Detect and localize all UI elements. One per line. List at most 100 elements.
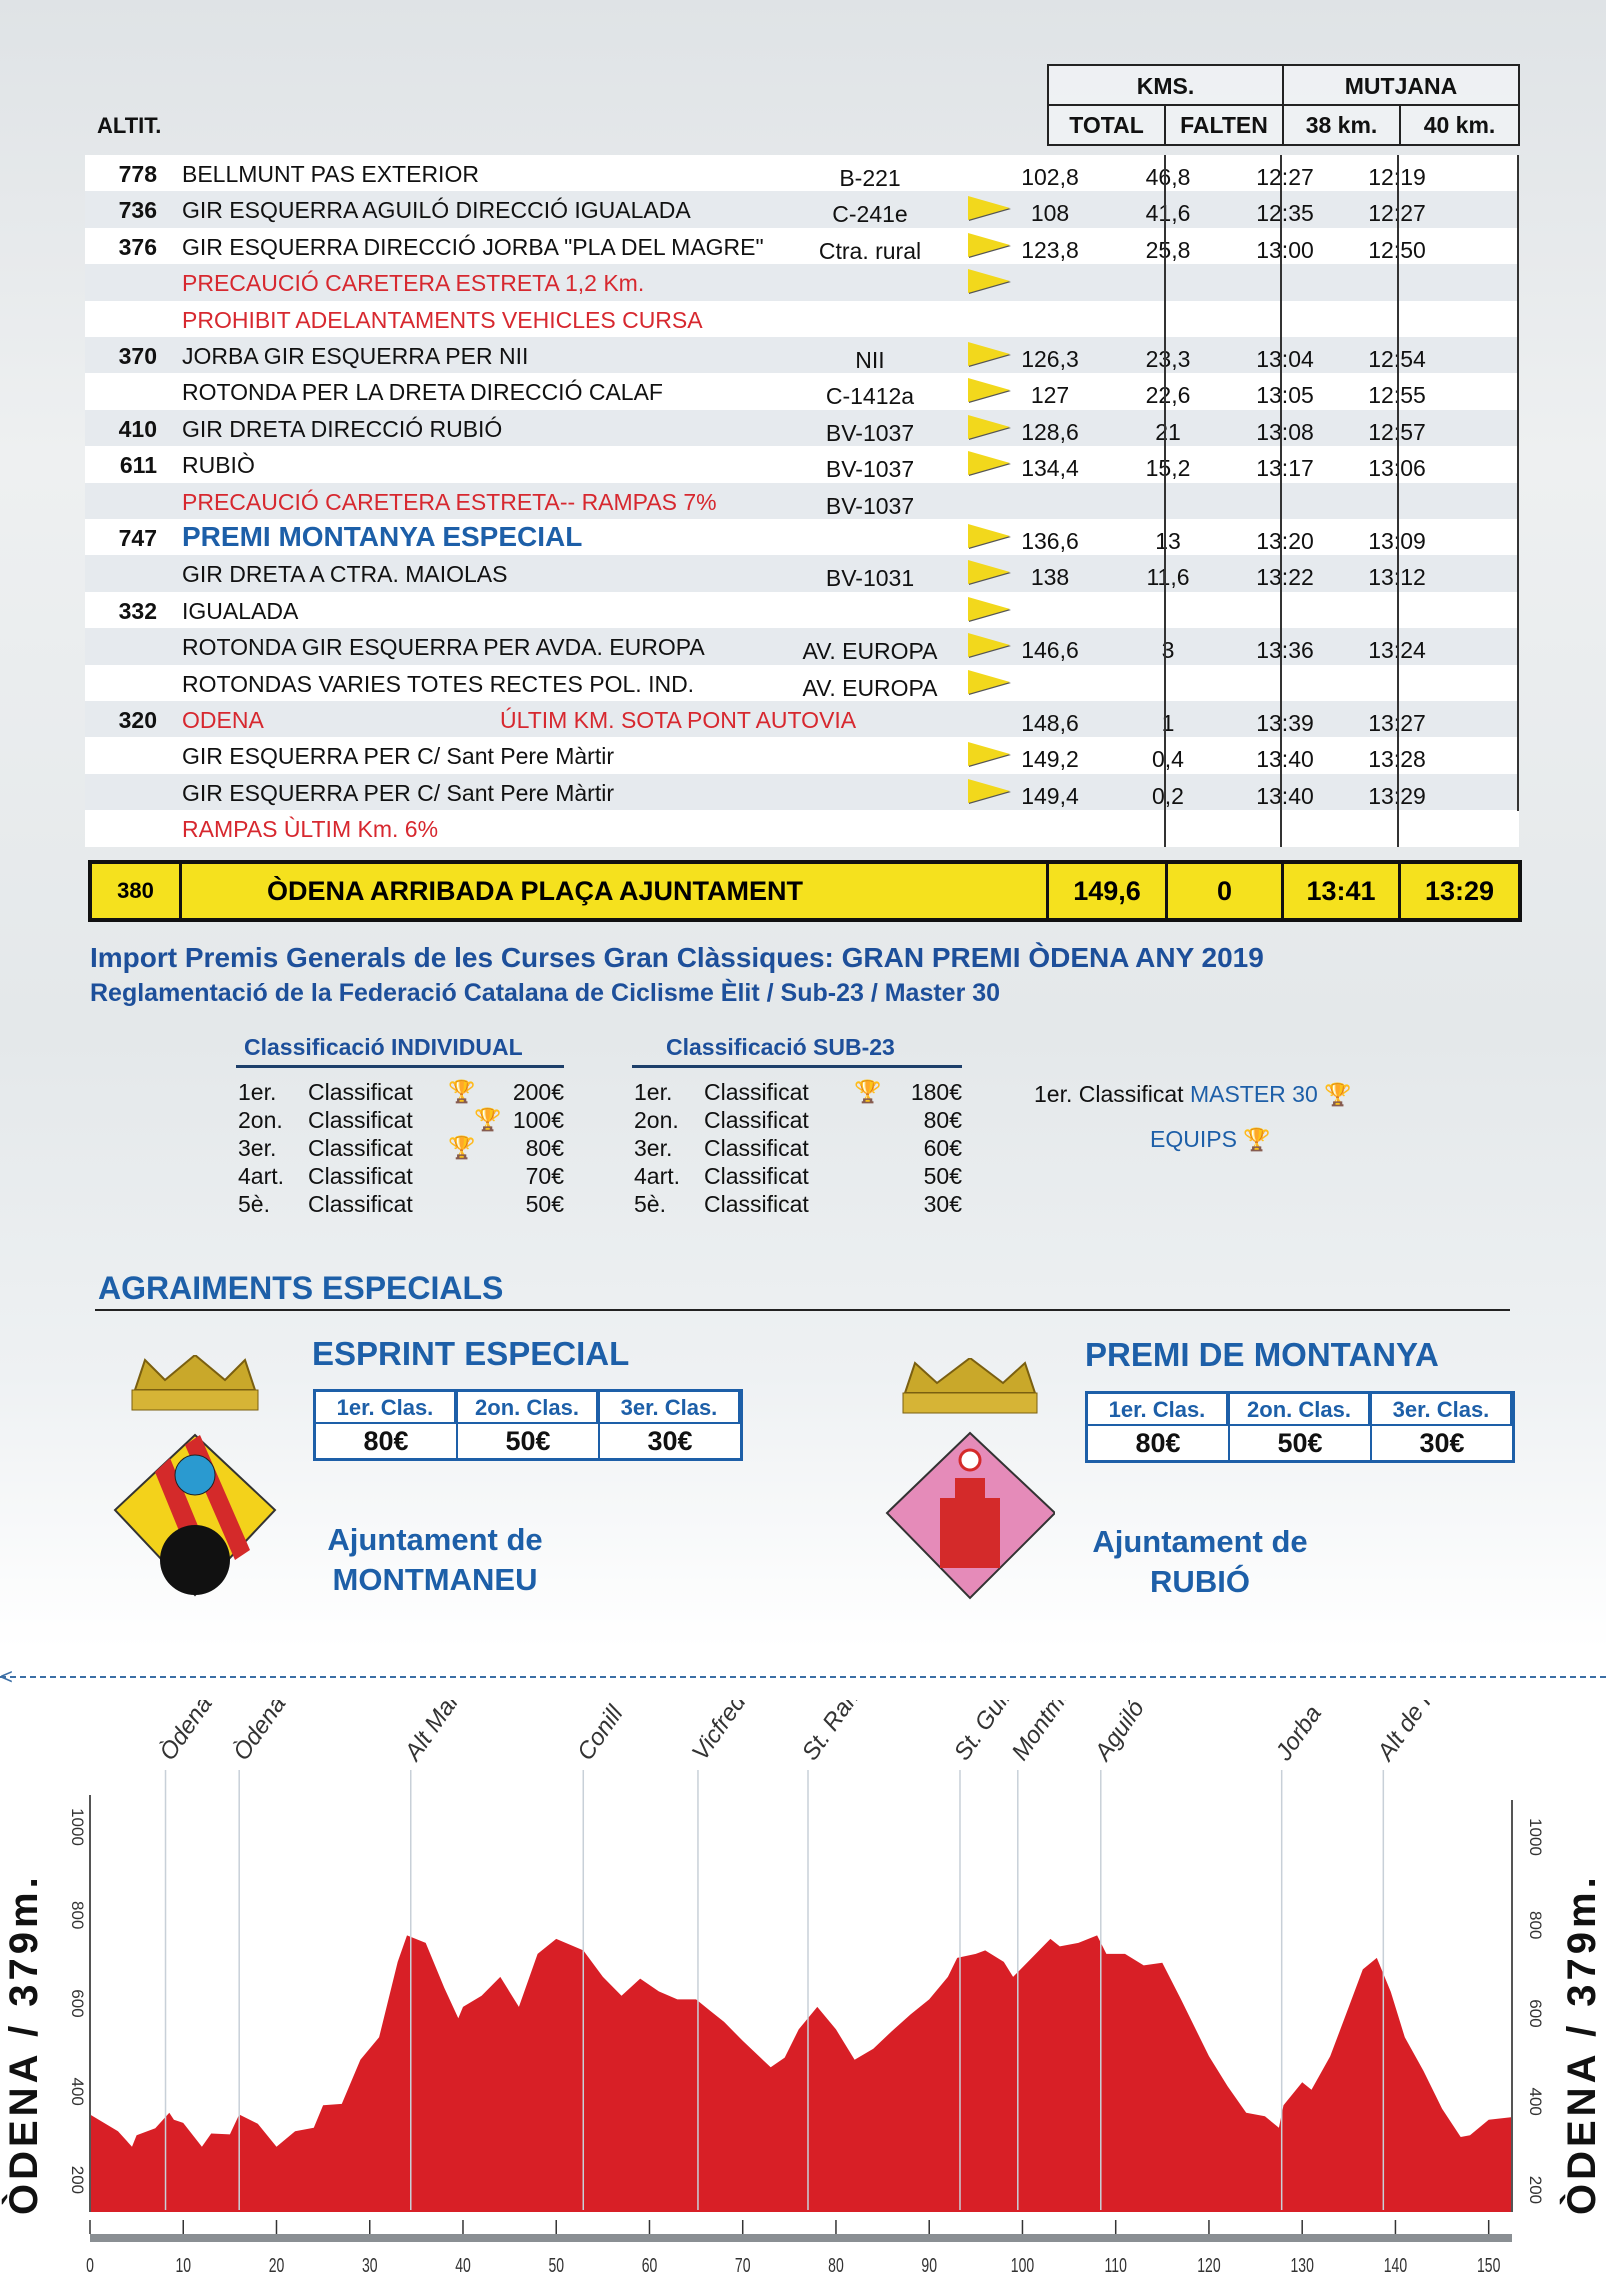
y-tick-label-left: 800 — [68, 1901, 87, 1929]
prize-item: 1er. Classificat 🏆 200€ — [236, 1078, 564, 1106]
sponsor-line1: Ajuntament de — [1092, 1524, 1308, 1559]
total-header: TOTAL — [1049, 106, 1166, 144]
instruction: RUBIÒ — [182, 452, 255, 479]
elevation-area — [90, 1935, 1512, 2212]
crown-icon — [133, 1355, 257, 1391]
y-tick-label-right: 600 — [1526, 1999, 1545, 2027]
prize-item: 3er. Classificat 60€ — [632, 1134, 962, 1162]
falten-value: 0,4 — [1152, 746, 1184, 773]
teams-prize: EQUIPS 🏆 — [1150, 1125, 1271, 1154]
y-tick-label-left: 600 — [68, 1989, 87, 2017]
altitude: 332 — [118, 597, 157, 624]
kms-header: KMS. — [1049, 66, 1284, 106]
prize-value-3: 30€ — [647, 1426, 693, 1456]
trophy-icon: 🏆 — [448, 1079, 476, 1104]
x-tick-label: 80 — [828, 2253, 844, 2276]
instruction: ROTONDA PER LA DRETA DIRECCIÓ CALAF — [182, 379, 663, 406]
prize-col-1: 1er. Clas. — [316, 1392, 456, 1424]
finish-row: 380 ÒDENA ARRIBADA PLAÇA AJUNTAMENT 149,… — [88, 860, 1522, 922]
total-value: 136,6 — [1021, 528, 1079, 554]
speed40-header: 40 km. — [1423, 112, 1496, 138]
column-divider — [1517, 155, 1519, 811]
individual-heading: Classificació INDIVIDUAL — [236, 1034, 564, 1068]
altitude: 370 — [118, 343, 157, 369]
amount: 80€ — [525, 1135, 564, 1161]
road: NII — [855, 347, 885, 373]
t38-value: 13:22 — [1256, 564, 1314, 591]
sub23-list: 1er. Classificat 🏆 180€ 2on. Classificat 80€ 3e… — [632, 1078, 962, 1218]
column-divider — [1164, 155, 1166, 847]
finish-text: ÒDENA ARRIBADA PLAÇA AJUNTAMENT — [182, 864, 1049, 918]
total-value: 134,4 — [1021, 455, 1079, 482]
prize-col-2: 2on. Clas. — [1230, 1394, 1370, 1426]
trophy-icon: 🏆 — [1324, 1082, 1352, 1107]
trophy-icon: 🏆 — [854, 1079, 882, 1104]
altitude: 611 — [119, 452, 157, 479]
x-tick-label: 0 — [86, 2253, 94, 2276]
finish-total: 149,6 — [1049, 864, 1168, 918]
falten-value: 0,2 — [1152, 782, 1184, 809]
instruction: GIR DRETA A CTRA. MAIOLAS — [182, 561, 508, 588]
altitude: 376 — [118, 233, 157, 260]
column-header-box: KMS. MUTJANA TOTAL FALTEN 38 km. 40 km. — [1047, 64, 1520, 146]
falten-header: FALTEN — [1166, 106, 1284, 144]
instruction: ODENA — [182, 707, 264, 733]
label: Classificat — [704, 1163, 809, 1189]
position: 1er. — [634, 1079, 673, 1105]
prize-item: 3er. Classificat 🏆 80€ — [236, 1134, 564, 1162]
table-row: 778 BELLMUNT PAS EXTERIOR B-221 102,8 46,8 12… — [85, 155, 1519, 191]
altitude: 320 — [118, 707, 157, 733]
position: 3er. — [238, 1135, 277, 1161]
side-label-right: ÒDENA / 379m. — [1560, 1873, 1604, 2215]
instruction: PRECAUCIÓ CARETERA ESTRETA 1,2 Km. — [182, 270, 645, 297]
sponsor-rubio: Ajuntament de RUBIÓ — [1065, 1522, 1335, 1602]
mountain-prize-table: 1er. Clas. 80€ 2on. Clas. 50€ 3er. Clas. 30… — [1085, 1391, 1515, 1463]
prize-item: 1er. Classificat 🏆 180€ — [632, 1078, 962, 1106]
t38-value: 12:35 — [1256, 200, 1314, 227]
altitude-header: ALTIT. — [97, 113, 162, 138]
cut-line — [0, 1676, 1606, 1678]
master-label: MASTER 30 — [1189, 1081, 1318, 1107]
prize-value-2: 50€ — [1277, 1428, 1323, 1458]
label: Classificat — [308, 1163, 413, 1189]
x-tick-label: 60 — [642, 2253, 658, 2276]
crown-icon — [903, 1358, 1037, 1394]
landmark-label: Jorba — [1270, 1701, 1327, 1766]
prize-col-2: 2on. Clas. — [458, 1392, 598, 1424]
landmark-label: St. Ramon — [797, 1700, 884, 1765]
t38-value: 13:00 — [1256, 236, 1314, 263]
direction-arrow-icon — [968, 196, 1010, 221]
instruction: GIR ESQUERRA PER C/ Sant Pere Màrtir — [182, 743, 615, 770]
y-tick-label-left: 400 — [68, 2078, 87, 2106]
amount: 200€ — [512, 1079, 564, 1105]
falten-value: 1 — [1161, 710, 1175, 736]
road: BV-1037 — [825, 456, 915, 483]
total-value: 127 — [1030, 382, 1070, 409]
instruction: PREMI MONTANYA ESPECIAL — [182, 521, 583, 552]
t38-value: 13:39 — [1256, 710, 1314, 736]
position: 1er. — [238, 1079, 277, 1105]
t38-value: 13:40 — [1256, 746, 1314, 773]
label: Classificat — [704, 1079, 809, 1105]
table-row: 332 IGUALADA — [85, 592, 1519, 628]
table-row: ROTONDA GIR ESQUERRA PER AVDA. EUROPA AV.… — [85, 628, 1519, 665]
falten-value: 15,2 — [1145, 455, 1191, 482]
prize-col-3: 3er. Clas. — [600, 1392, 740, 1424]
direction-arrow-icon — [968, 742, 1010, 767]
table-row: ROTONDA PER LA DRETA DIRECCIÓ CALAF C-141… — [85, 373, 1519, 409]
table-row: RAMPAS ÙLTIM Km. 6% — [85, 810, 1519, 846]
column-divider — [1280, 155, 1282, 847]
prize-item: 2on. Classificat 80€ — [632, 1106, 962, 1134]
instruction: PROHIBIT ADELANTAMENTS VEHICLES CURSA — [182, 306, 703, 333]
falten-value: 22,6 — [1145, 382, 1191, 409]
table-row: 747 PREMI MONTANYA ESPECIAL 136,6 13 13:20 13… — [85, 519, 1519, 555]
direction-arrow-icon — [968, 451, 1010, 476]
road: BV-1037 — [825, 419, 915, 446]
instruction: GIR DRETA DIRECCIÓ RUBIÓ — [182, 415, 503, 442]
instruction: RAMPAS ÙLTIM Km. 6% — [182, 816, 439, 843]
amount: 50€ — [923, 1163, 962, 1189]
table-row: PROHIBIT ADELANTAMENTS VEHICLES CURSA — [85, 301, 1519, 337]
x-tick-label: 150 — [1477, 2253, 1500, 2276]
total-value: 102,8 — [1021, 164, 1079, 190]
master-prize: 1er. Classificat MASTER 30 🏆 — [1034, 1080, 1352, 1109]
